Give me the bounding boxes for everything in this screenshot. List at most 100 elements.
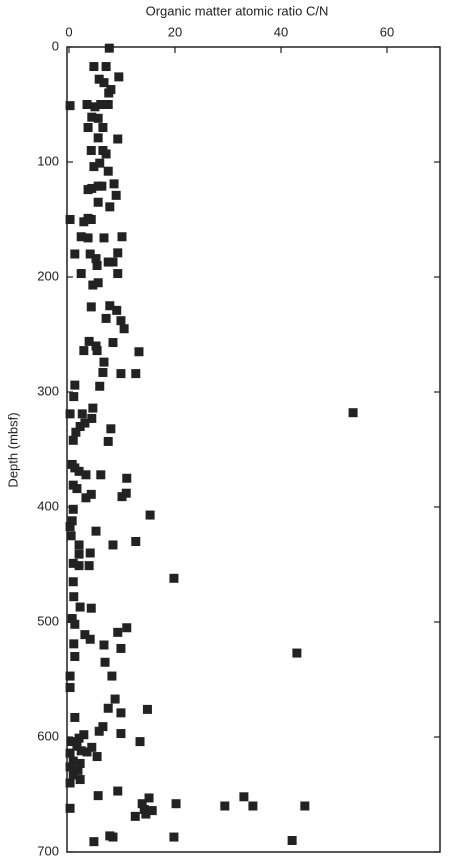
point [81,470,91,480]
point [74,466,84,476]
x-tick-label: 60 [380,24,394,39]
point [66,531,76,541]
point [65,671,75,681]
point [68,756,78,766]
point [108,257,118,267]
point [116,643,126,653]
point [93,278,103,288]
point [92,752,102,762]
point [87,742,97,752]
point [122,473,132,483]
point [82,747,92,757]
point [141,809,151,819]
point [108,832,118,842]
point [105,202,115,212]
point [90,102,100,112]
point [117,232,127,242]
point [94,726,104,736]
point [75,422,85,431]
point [114,72,124,82]
point [85,548,95,558]
point [110,694,120,704]
point [76,746,86,756]
point [95,158,105,168]
point [101,313,111,323]
point [145,510,155,520]
point [92,261,102,270]
point [80,418,90,428]
x-tick-label: 0 [65,24,72,39]
point [65,748,75,758]
point [105,301,115,311]
point [103,257,113,267]
point [76,232,86,242]
point [108,540,118,550]
point [86,603,96,613]
point [91,254,101,264]
point [76,269,86,279]
point [65,778,75,788]
point [171,799,181,809]
point [72,741,82,751]
point [75,775,85,785]
point [84,561,94,571]
point [65,409,75,419]
y-tick-label: 100 [37,153,59,168]
point [72,484,82,494]
point [70,619,80,629]
point [292,648,302,658]
point [85,634,95,644]
point [68,770,78,780]
point [135,737,145,747]
point [103,166,113,176]
point [117,492,127,502]
point [91,526,101,536]
point [93,133,103,143]
point [116,369,126,379]
point [100,657,110,667]
point [86,489,96,499]
point [103,436,113,446]
point [99,640,109,650]
point [88,403,98,413]
point [68,577,78,587]
point [116,316,126,326]
point [66,737,76,747]
point [74,540,84,550]
point [83,213,93,223]
point [142,704,152,714]
point [91,341,101,351]
y-tick-label: 400 [37,498,59,513]
point [107,671,117,681]
point [99,357,109,367]
point [113,248,123,258]
point [85,249,95,259]
point [93,113,103,123]
point [139,804,149,814]
point [108,338,118,348]
point [89,837,99,847]
y-tick-label: 500 [37,613,59,628]
point [65,683,75,693]
point [65,803,75,813]
point [71,427,81,437]
point [84,336,94,346]
point [122,623,132,633]
y-tick-label: 700 [37,843,59,858]
point [75,758,85,768]
point [287,836,297,845]
point [98,722,108,732]
x-tick-label: 20 [168,24,182,39]
point [104,43,114,53]
point [131,369,141,379]
point [92,346,102,356]
point [93,181,103,191]
point [73,765,83,775]
point [70,380,80,390]
point [88,280,98,290]
point [99,78,109,88]
point [83,233,93,243]
point [103,100,113,109]
point [74,561,84,571]
